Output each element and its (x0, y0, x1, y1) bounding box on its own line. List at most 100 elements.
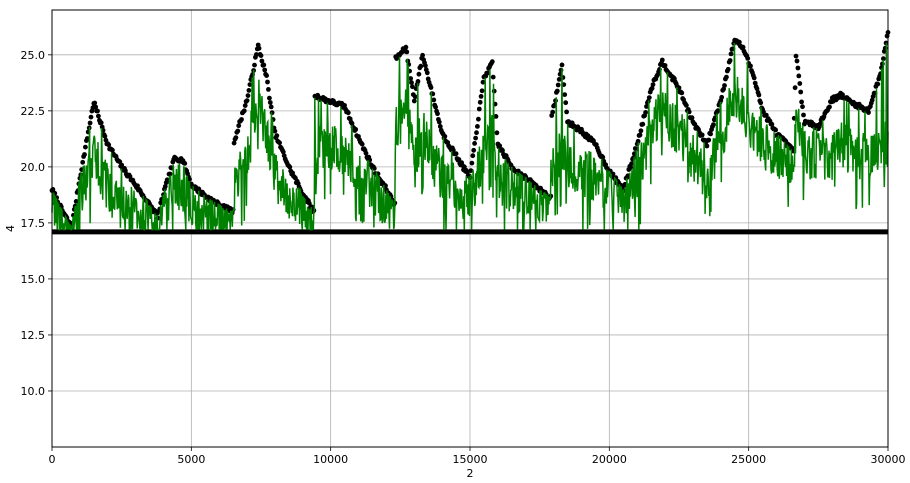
scatter-point (489, 59, 495, 65)
scatter-point (80, 159, 86, 165)
scatter-point (424, 70, 430, 76)
scatter-point (127, 174, 133, 179)
scatter-point (644, 104, 649, 109)
scatter-point (437, 124, 443, 129)
scatter-point (241, 108, 247, 114)
scatter-point (342, 103, 347, 108)
scatter-point (650, 82, 656, 87)
scatter-point (555, 82, 561, 88)
y-tick-label: 17.5 (21, 217, 46, 230)
green-line-series (51, 42, 889, 231)
scatter-point (274, 133, 280, 139)
scatter-point (456, 157, 462, 162)
grid (51, 10, 889, 447)
scatter-point (740, 44, 746, 50)
scatter-point (262, 67, 268, 73)
scatter-point (476, 116, 481, 122)
x-tick-label: 5000 (177, 453, 205, 466)
scatter-point (261, 62, 267, 68)
scatter-point (418, 63, 424, 69)
scatter-point (708, 131, 713, 137)
scatter-point (769, 121, 775, 127)
scatter-point (559, 62, 565, 68)
scatter-point (93, 104, 99, 110)
scatter-point (881, 56, 886, 62)
scatter-point (497, 143, 503, 149)
scatter-point (600, 154, 606, 160)
y-axis-label: 4 (4, 225, 17, 232)
scatter-point (242, 103, 248, 108)
scatter-point (415, 79, 421, 84)
scatter-point (719, 94, 725, 100)
scatter-point (231, 140, 237, 146)
x-tick-label: 10000 (313, 453, 348, 466)
scatter-point (640, 121, 646, 127)
scatter-point (469, 160, 475, 166)
scatter-point (280, 149, 286, 155)
scatter-point (464, 169, 470, 175)
scatter-point (866, 110, 871, 115)
scatter-point (95, 108, 100, 114)
scatter-point (737, 39, 742, 45)
scatter-point (659, 57, 665, 63)
scatter-point (246, 88, 252, 93)
scatter-point (409, 80, 414, 85)
scatter-point (478, 94, 484, 99)
scatter-point (428, 85, 434, 90)
scatter-point (102, 133, 108, 139)
scatter-point (435, 111, 440, 117)
scatter-point (345, 110, 351, 116)
scatter-point (473, 135, 478, 141)
scatter-point (773, 127, 778, 133)
y-tick-label: 22.5 (21, 105, 46, 118)
scatter-point (363, 150, 369, 156)
scatter-point (408, 76, 413, 81)
scatter-point (268, 104, 274, 110)
scatter-point (244, 98, 250, 103)
scatter-point (763, 112, 769, 118)
scatter-point (628, 165, 634, 170)
scatter-point (87, 120, 93, 126)
scatter-point (883, 40, 889, 46)
scatter-point (792, 85, 798, 91)
scatter-point (684, 103, 689, 108)
scatter-point (84, 136, 90, 141)
scatter-point (796, 73, 802, 79)
scatter-point (474, 130, 479, 136)
x-tick-label: 15000 (453, 453, 488, 466)
scatter-point (493, 114, 499, 119)
scatter-point (267, 100, 273, 105)
scatter-point (88, 114, 94, 120)
scatter-point (420, 52, 425, 58)
scatter-point (162, 184, 168, 189)
scatter-point (754, 86, 760, 92)
scatter-point (167, 171, 173, 177)
band-marker-strip (52, 229, 888, 235)
scatter-point (471, 147, 477, 153)
scatter-point (817, 121, 823, 127)
scatter-point (245, 93, 251, 98)
scatter-point (187, 176, 192, 182)
scatter-point (411, 98, 417, 104)
scatter-point (727, 58, 733, 63)
scatter-point (353, 126, 359, 132)
scatter-point (797, 81, 803, 86)
green-line-path (51, 42, 889, 231)
x-tick-label: 30000 (871, 453, 906, 466)
x-tick-label: 0 (49, 453, 56, 466)
scatter-point (119, 162, 125, 168)
scatter-point (635, 138, 641, 144)
scatter-point (480, 79, 486, 85)
scatter-point (277, 140, 282, 146)
scatter-point (468, 168, 474, 174)
scatter-point (554, 88, 560, 94)
scatter-point (629, 161, 634, 167)
scatter-point (679, 90, 685, 96)
scatter-point (266, 87, 271, 92)
scatter-point (83, 144, 88, 150)
scatter-point (110, 147, 115, 153)
y-tick-label: 15.0 (21, 273, 46, 286)
scatter-point (646, 95, 652, 100)
scatter-point (256, 45, 262, 51)
scatter-point (267, 95, 272, 101)
